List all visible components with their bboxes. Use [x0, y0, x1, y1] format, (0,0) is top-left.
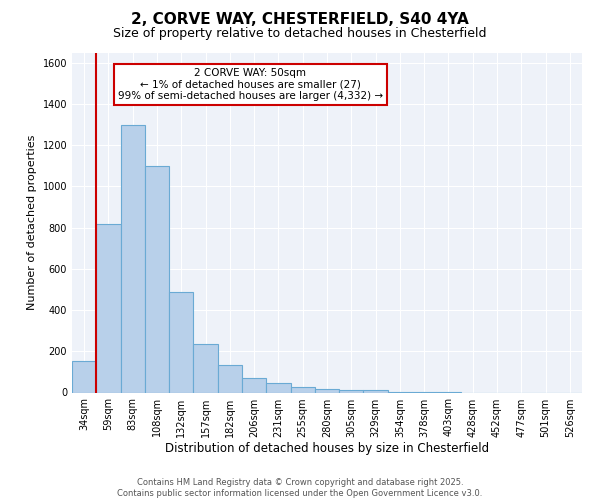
Text: Contains HM Land Registry data © Crown copyright and database right 2025.
Contai: Contains HM Land Registry data © Crown c… — [118, 478, 482, 498]
Text: 2, CORVE WAY, CHESTERFIELD, S40 4YA: 2, CORVE WAY, CHESTERFIELD, S40 4YA — [131, 12, 469, 28]
Bar — [169, 292, 193, 392]
Y-axis label: Number of detached properties: Number of detached properties — [27, 135, 37, 310]
Bar — [121, 124, 145, 392]
Bar — [315, 390, 339, 392]
Bar — [242, 378, 266, 392]
Text: 2 CORVE WAY: 50sqm
← 1% of detached houses are smaller (27)
99% of semi-detached: 2 CORVE WAY: 50sqm ← 1% of detached hous… — [118, 68, 383, 101]
Bar — [364, 390, 388, 392]
Bar — [266, 383, 290, 392]
Bar — [339, 390, 364, 392]
Bar — [290, 388, 315, 392]
Bar — [193, 344, 218, 393]
Bar — [218, 364, 242, 392]
X-axis label: Distribution of detached houses by size in Chesterfield: Distribution of detached houses by size … — [165, 442, 489, 456]
Bar — [145, 166, 169, 392]
Text: Size of property relative to detached houses in Chesterfield: Size of property relative to detached ho… — [113, 28, 487, 40]
Bar — [72, 360, 96, 392]
Bar — [96, 224, 121, 392]
